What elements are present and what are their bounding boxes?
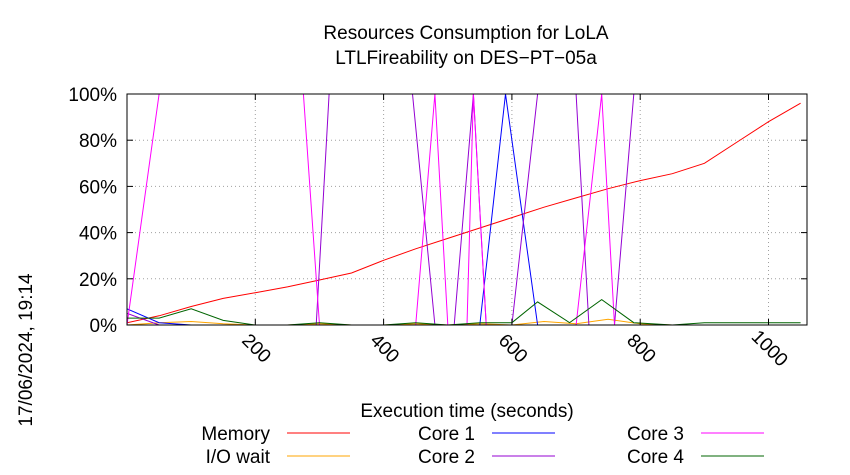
chart-title: Resources Consumption for LoLA [323, 23, 608, 44]
y-tick-label: 20% [79, 270, 117, 291]
legend-label-i-o-wait: I/O wait [206, 447, 271, 468]
grid-lines [127, 94, 807, 325]
legend-label-memory: Memory [201, 424, 270, 445]
series-lines [126, 93, 801, 326]
plot-border [126, 93, 808, 326]
y-tick-label: 100% [68, 85, 117, 106]
legend-label-core-1: Core 1 [418, 424, 475, 445]
legend-label-core-3: Core 3 [627, 424, 684, 445]
x-tick-label: 600 [494, 330, 531, 367]
x-tick-label: 800 [622, 330, 659, 367]
x-tick-label: 1000 [747, 326, 792, 371]
legend-label-core-4: Core 4 [627, 447, 684, 468]
y-tick-label: 40% [79, 224, 117, 245]
y-tick-label: 60% [79, 177, 117, 198]
x-tick-label: 200 [237, 330, 274, 367]
legend-label-core-2: Core 2 [418, 447, 475, 468]
x-tick-label: 400 [366, 330, 403, 367]
series-line-core-2 [126, 93, 801, 326]
timestamp-label: 17/06/2024, 19:14 [16, 273, 37, 427]
series-line-core-4 [127, 298, 801, 326]
y-tick-label: 0% [90, 316, 118, 337]
x-axis-label: Execution time (seconds) [360, 401, 573, 422]
chart-subtitle: LTLFireability on DES−PT−05a [335, 48, 597, 69]
axis-ticks: 0% 20% 40% 60% 80% 100% 200 400 600 800 1000 [68, 85, 807, 371]
y-tick-label: 80% [79, 131, 117, 152]
series-line-memory [126, 102, 801, 324]
